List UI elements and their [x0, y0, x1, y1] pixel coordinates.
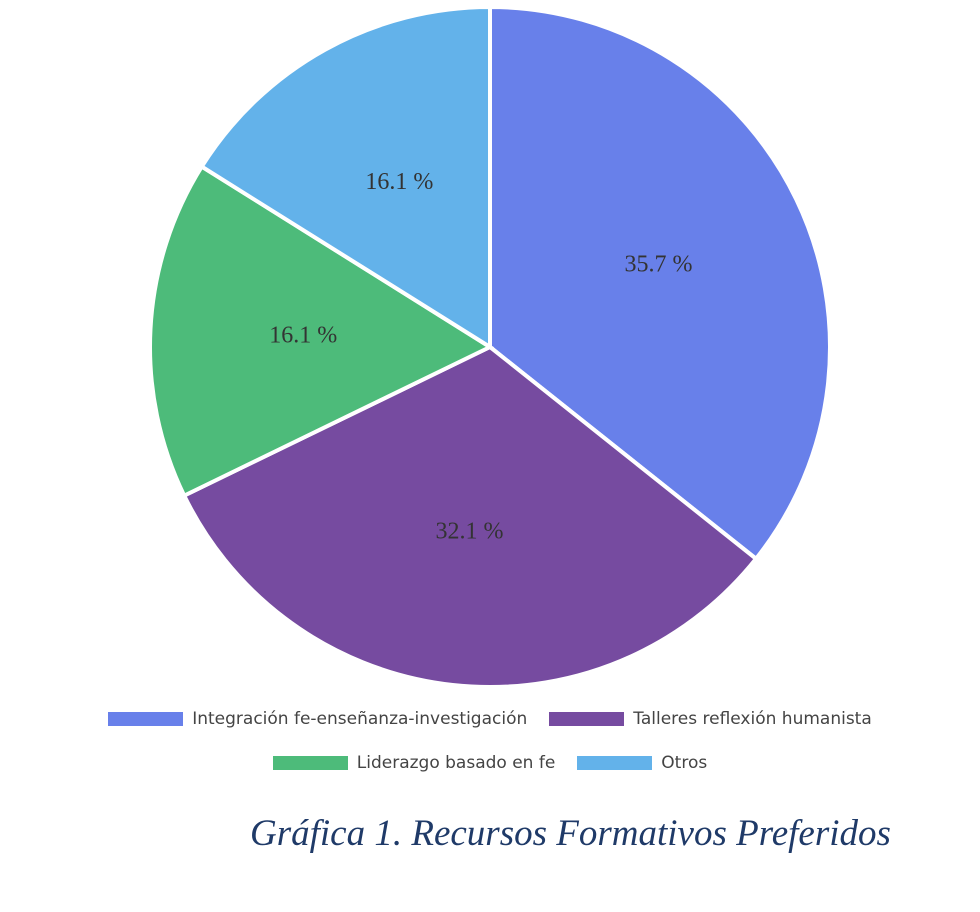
value-label: 16.1 %: [365, 169, 433, 195]
legend-swatch: [108, 712, 184, 726]
legend-swatch: [272, 756, 348, 770]
legend-label: Liderazgo basado en fe: [356, 753, 556, 773]
value-label: 35.7 %: [624, 251, 692, 277]
chart-title: Gráfica 1. Recursos Formativos Preferido…: [250, 813, 891, 854]
legend-swatch: [577, 756, 653, 770]
legend-swatch: [549, 712, 625, 726]
pie-slice: [148, 163, 495, 499]
legend-label: Otros: [661, 753, 708, 773]
legend: Integración fe-enseñanza-investigación Ta…: [60, 706, 920, 776]
pie-slice: [181, 344, 759, 689]
legend-item: Integración fe-enseñanza-investigación: [108, 706, 527, 732]
legend-label: Integración fe-enseñanza-investigación: [192, 709, 528, 729]
legend-label: Talleres reflexión humanista: [633, 709, 872, 729]
legend-item: Talleres reflexión humanista: [549, 706, 872, 732]
value-label: 16.1 %: [269, 323, 337, 349]
pie-slice: [199, 4, 492, 351]
value-label: 32.1 %: [435, 518, 503, 544]
pie-slice: [488, 4, 832, 562]
chart: 35.7 % 32.1 % 16.1 % 16.1 %: [148, 4, 832, 689]
legend-item: Liderazgo basado en fe: [272, 750, 556, 776]
legend-item: Otros: [577, 750, 707, 776]
